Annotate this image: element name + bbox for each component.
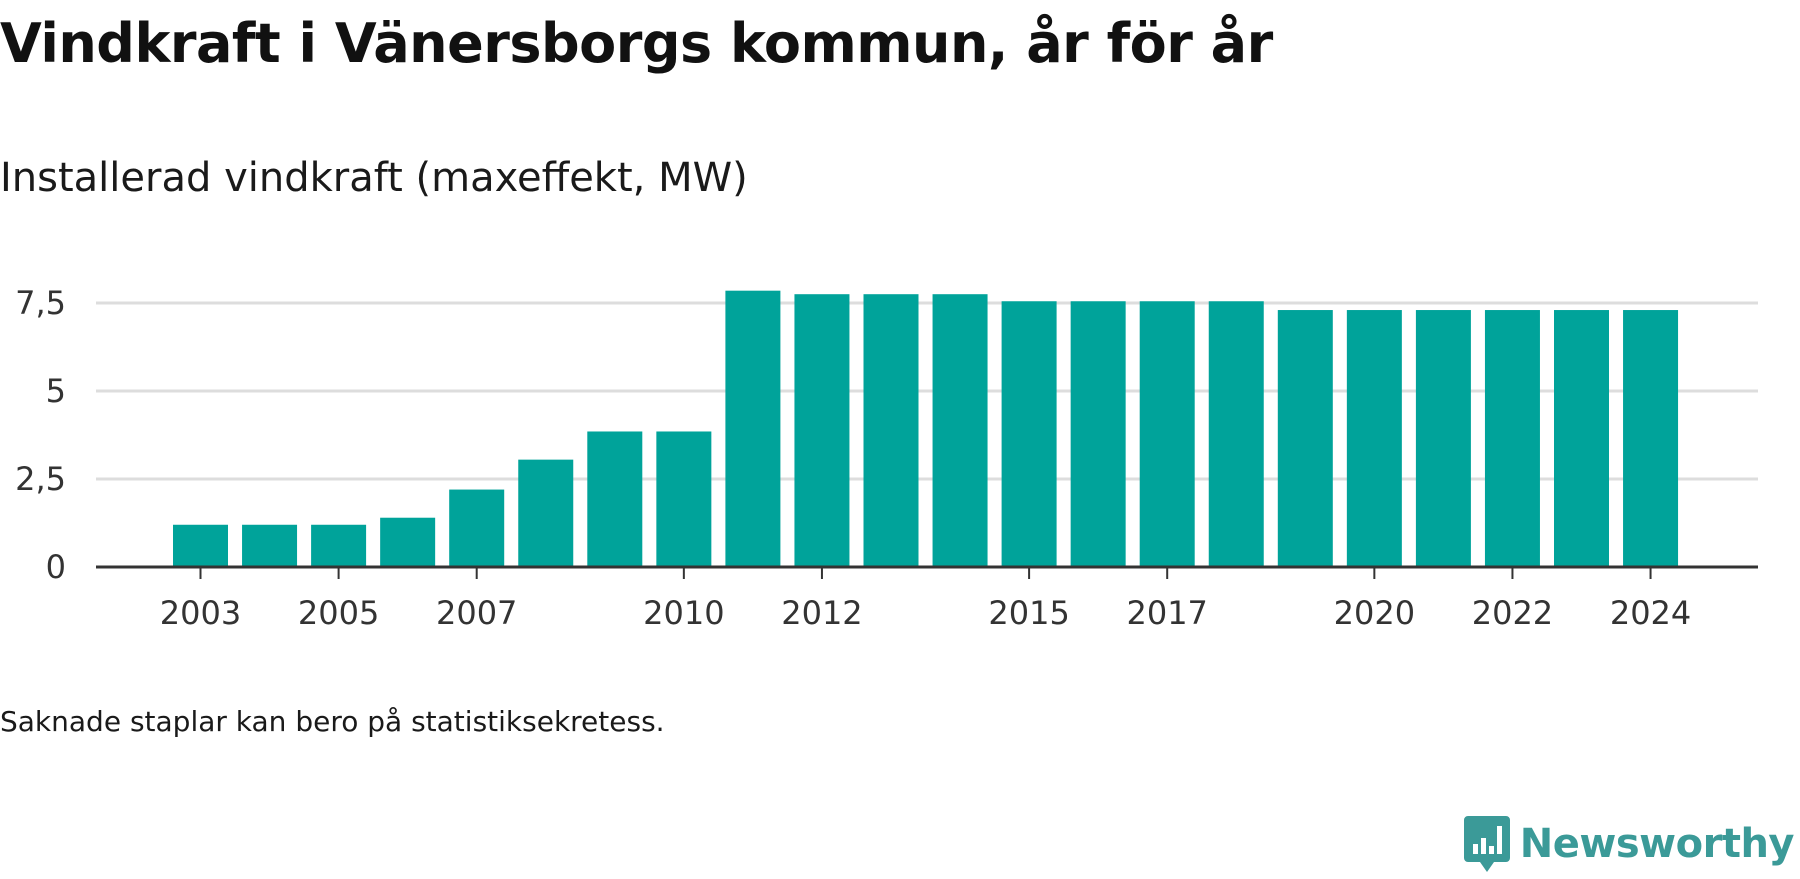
bar-chart: 0 2,5 5 7,5 2003 2005 2007 2010 2012 2015 2017 202… bbox=[15, 284, 1758, 632]
bar-2014 bbox=[932, 294, 988, 567]
x-tick-label: 2017 bbox=[1126, 594, 1207, 632]
bar-2024 bbox=[1623, 310, 1679, 567]
bar-2023 bbox=[1554, 310, 1609, 567]
bars bbox=[173, 290, 1679, 567]
bar-2012 bbox=[794, 294, 850, 567]
x-tick-label: 2005 bbox=[298, 594, 379, 632]
bar-2007 bbox=[449, 489, 505, 567]
bar-2022 bbox=[1484, 310, 1540, 567]
x-tick-label: 2010 bbox=[643, 594, 724, 632]
brand-name: Newsworthy bbox=[1519, 821, 1795, 867]
x-tick-label: 2024 bbox=[1610, 594, 1691, 632]
y-tick-label: 0 bbox=[46, 548, 66, 586]
bar-2015 bbox=[1001, 301, 1057, 567]
x-tick-label: 2007 bbox=[436, 594, 517, 632]
y-tick-label: 7,5 bbox=[15, 284, 66, 322]
y-tick-label: 5 bbox=[46, 372, 66, 410]
x-axis-ticks: 2003 2005 2007 2010 2012 2015 2017 2020 2022 2024 bbox=[160, 567, 1691, 632]
x-tick-label: 2020 bbox=[1334, 594, 1415, 632]
chart-title: Vindkraft i Vänersborgs kommun, år för å… bbox=[0, 12, 1273, 75]
newsworthy-logo-icon bbox=[1463, 816, 1510, 872]
footnote: Saknade staplar kan bero på statistiksek… bbox=[0, 705, 665, 738]
x-tick-label: 2003 bbox=[160, 594, 241, 632]
x-tick-label: 2015 bbox=[988, 594, 1069, 632]
bar-2020 bbox=[1346, 310, 1402, 567]
chart-subtitle: Installerad vindkraft (maxeffekt, MW) bbox=[0, 155, 748, 201]
bar-2016 bbox=[1070, 301, 1126, 567]
bar-2005 bbox=[311, 524, 367, 567]
x-tick-label: 2012 bbox=[781, 594, 862, 632]
bar-2003 bbox=[173, 524, 228, 567]
bar-2010 bbox=[656, 431, 712, 567]
bar-2004 bbox=[242, 524, 298, 567]
bar-2021 bbox=[1415, 310, 1471, 567]
brand-logo: Newsworthy bbox=[1462, 813, 1795, 875]
bar-2013 bbox=[863, 294, 919, 567]
x-tick-label: 2022 bbox=[1472, 594, 1553, 632]
bar-2006 bbox=[380, 517, 436, 567]
y-axis-ticks: 0 2,5 5 7,5 bbox=[15, 284, 66, 586]
bar-2008 bbox=[518, 459, 574, 567]
bar-2011 bbox=[725, 290, 781, 567]
gridlines bbox=[96, 301, 1758, 481]
y-tick-label: 2,5 bbox=[15, 460, 66, 498]
bar-2009 bbox=[587, 431, 643, 567]
bar-2019 bbox=[1277, 310, 1333, 567]
bar-2017 bbox=[1139, 301, 1195, 567]
bar-2018 bbox=[1208, 301, 1264, 567]
